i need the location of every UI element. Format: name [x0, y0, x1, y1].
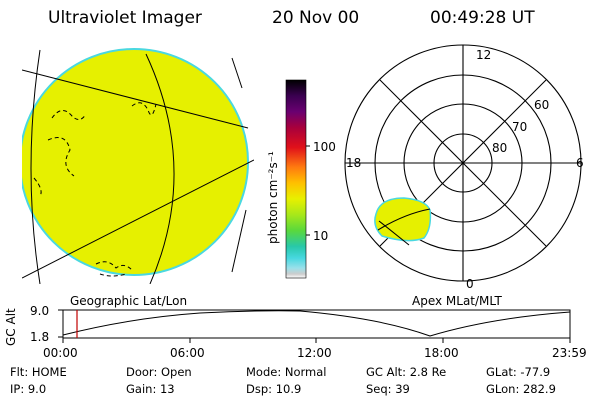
mlt-label-6: 6	[576, 156, 584, 170]
lon-line	[231, 209, 247, 273]
geographic-image-panel	[22, 48, 254, 284]
status-value: 10.9	[275, 382, 302, 396]
status-value: Normal	[284, 365, 327, 379]
status-label: Door:	[126, 365, 158, 379]
mlt-label-18: 18	[346, 156, 362, 170]
status-value: 9.0	[27, 382, 47, 396]
aurora-blob	[374, 197, 432, 242]
time-tick-1800: 18:00	[424, 346, 459, 360]
colorbar-tick-100: 100	[313, 140, 336, 154]
status-label: Gain:	[126, 382, 157, 396]
apex-caption: Apex MLat/MLT	[412, 294, 502, 308]
status-value: 13	[159, 382, 175, 396]
time-tick-0000: 00:00	[43, 346, 78, 360]
status-value: 2.8 Re	[409, 365, 447, 379]
coastline-dashed	[33, 102, 157, 277]
mlat-label-60: 60	[534, 98, 550, 112]
status-gc-alt: GC Alt: 2.8 Re	[366, 365, 446, 379]
status-label: GC Alt:	[366, 365, 407, 379]
colorbar-unit-label: photon cm⁻²s⁻¹	[266, 151, 280, 244]
time-label: 00:49:28 UT	[430, 8, 535, 28]
mlt-label-0: 0	[466, 277, 474, 291]
time-tick-0600: 06:00	[170, 346, 205, 360]
status-value: HOME	[31, 365, 67, 379]
status-seq: Seq: 39	[366, 382, 410, 396]
mlt-label-12: 12	[476, 48, 492, 62]
status-flt: Flt: HOME	[10, 365, 67, 379]
colorbar	[285, 79, 307, 279]
lat-line	[22, 69, 249, 129]
status-gain: Gain: 13	[126, 382, 175, 396]
status-mode: Mode: Normal	[246, 365, 326, 379]
status-label: IP:	[10, 382, 25, 396]
lon-line	[30, 49, 41, 284]
status-dsp: Dsp: 10.9	[246, 382, 301, 396]
status-ip: IP: 9.0	[10, 382, 46, 396]
time-tick-2359: 23:59	[552, 346, 587, 360]
status-label: Seq:	[366, 382, 392, 396]
mlat-label-70: 70	[512, 120, 528, 134]
time-tick-1200: 12:00	[297, 346, 332, 360]
lon-line	[231, 57, 243, 89]
alt-tick-9: 9.0	[30, 304, 50, 318]
polar-plot	[344, 44, 582, 282]
altitude-curve	[62, 310, 571, 337]
status-value: -77.9	[520, 365, 551, 379]
date-label: 20 Nov 00	[272, 8, 360, 28]
gc-alt-axis-label: GC Alt	[4, 308, 18, 346]
status-door: Door: Open	[126, 365, 192, 379]
status-glat: GLat: -77.9	[486, 365, 550, 379]
altitude-plot	[58, 309, 571, 343]
status-value: Open	[160, 365, 192, 379]
mlat-label-80: 80	[492, 141, 508, 155]
status-label: Dsp:	[246, 382, 273, 396]
lon-line	[145, 53, 175, 284]
status-glon: GLon: 282.9	[486, 382, 556, 396]
status-label: Flt:	[10, 365, 29, 379]
geographic-caption: Geographic Lat/Lon	[70, 294, 188, 308]
status-value: 282.9	[522, 382, 556, 396]
alt-tick-1-8: 1.8	[30, 330, 50, 344]
status-value: 39	[395, 382, 410, 396]
status-label: GLon:	[486, 382, 520, 396]
lat-line	[22, 159, 254, 279]
colorbar-tick-10: 10	[313, 229, 329, 243]
status-label: GLat:	[486, 365, 517, 379]
colorbar-ticks	[306, 145, 310, 236]
status-label: Mode:	[246, 365, 282, 379]
uv-image-disk	[22, 48, 249, 276]
instrument-title: Ultraviolet Imager	[48, 8, 202, 28]
